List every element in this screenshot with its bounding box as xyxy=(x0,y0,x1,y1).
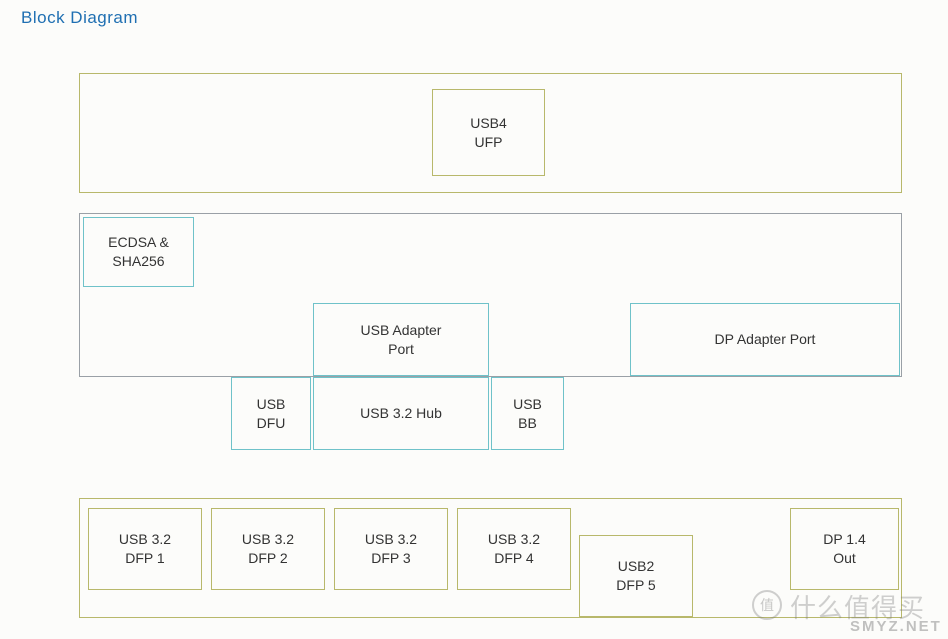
watermark-circle: 值 xyxy=(752,590,782,620)
block-label: ECDSA &SHA256 xyxy=(108,233,169,271)
block-usb-adapter: USB AdapterPort xyxy=(313,303,489,376)
block-dfp3: USB 3.2DFP 3 xyxy=(334,508,448,590)
block-dp-adapter: DP Adapter Port xyxy=(630,303,900,376)
block-label: USB 3.2DFP 2 xyxy=(242,530,294,568)
block-ecdsa: ECDSA &SHA256 xyxy=(83,217,194,287)
block-label: USB 3.2DFP 1 xyxy=(119,530,171,568)
block-dp14-out: DP 1.4Out xyxy=(790,508,899,590)
block-label: USB2DFP 5 xyxy=(616,557,655,595)
block-label: DP 1.4Out xyxy=(823,530,866,568)
watermark-circle-text: 值 xyxy=(760,595,774,615)
block-label: DP Adapter Port xyxy=(715,330,816,349)
block-usb4-ufp: USB4UFP xyxy=(432,89,545,176)
watermark-sub: SMYZ.NET xyxy=(850,618,942,635)
block-label: USB 3.2 Hub xyxy=(360,404,442,423)
block-label: USB 3.2DFP 4 xyxy=(488,530,540,568)
block-dfp4: USB 3.2DFP 4 xyxy=(457,508,571,590)
block-usb32-hub: USB 3.2 Hub xyxy=(313,377,489,450)
block-label: USB AdapterPort xyxy=(361,321,442,359)
block-dfp2: USB 3.2DFP 2 xyxy=(211,508,325,590)
diagram-title: Block Diagram xyxy=(21,8,138,28)
block-dfp1: USB 3.2DFP 1 xyxy=(88,508,202,590)
block-dfp5: USB2DFP 5 xyxy=(579,535,693,617)
block-label: USBBB xyxy=(513,395,542,433)
block-label: USB4UFP xyxy=(470,114,507,152)
block-label: USB 3.2DFP 3 xyxy=(365,530,417,568)
block-label: USBDFU xyxy=(257,395,286,433)
block-usb-dfu: USBDFU xyxy=(231,377,311,450)
block-usb-bb: USBBB xyxy=(491,377,564,450)
